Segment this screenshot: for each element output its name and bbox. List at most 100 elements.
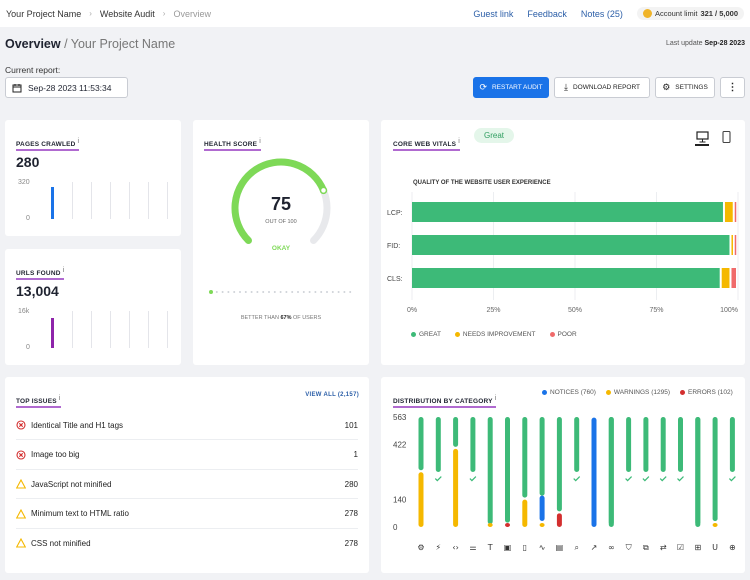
distribution-column-bar xyxy=(695,417,701,527)
guest-link[interactable]: Guest link xyxy=(473,8,514,19)
redirect-icon[interactable]: ⇄ xyxy=(660,543,667,552)
pages-crawled-gridline xyxy=(148,182,149,219)
mobile-icon[interactable]: ▯ xyxy=(523,543,527,552)
chevron-right-icon: › xyxy=(162,9,166,18)
urls-found-gridline xyxy=(72,311,73,348)
distribution-y-tick: 422 xyxy=(393,441,407,450)
cwv-category-label: FID: xyxy=(387,243,400,250)
issue-label-wrap: Identical Title and H1 tags xyxy=(16,420,123,430)
cwv-legend: GREAT NEEDS IMPROVEMENT POOR xyxy=(411,331,577,338)
distribution-column-segment xyxy=(505,523,510,527)
download-report-button[interactable]: ⤓ DOWNLOAD REPORT xyxy=(554,77,650,98)
speed-icon[interactable]: ⚡ xyxy=(435,543,441,552)
distribution-dot xyxy=(291,291,294,293)
code-icon[interactable]: ‹› xyxy=(452,543,458,552)
health-score-title: HEALTH SCORE i xyxy=(204,138,261,151)
urls-found-value: 13,004 xyxy=(16,283,59,299)
account-limit-badge[interactable]: Account limit 321 / 5,000 xyxy=(636,7,744,20)
chevron-right-icon: › xyxy=(89,9,92,18)
top-issues-title: TOP ISSUES i xyxy=(16,395,61,408)
issue-row[interactable]: JavaScript not minified 280 xyxy=(16,472,358,496)
current-report-label: Current report: xyxy=(5,65,61,75)
globe-icon[interactable]: ⊕ xyxy=(729,543,736,552)
urls-found-chart xyxy=(43,311,168,348)
account-limit-label: Account limit xyxy=(654,9,698,18)
document-icon[interactable]: ▤ xyxy=(556,543,564,552)
breadcrumb-project[interactable]: Your Project Name xyxy=(6,8,82,19)
legend-warnings: WARNINGS (1295) xyxy=(605,389,670,396)
distribution-column-bar xyxy=(418,417,424,471)
link-icon[interactable]: ∞ xyxy=(608,543,615,552)
report-date-select[interactable]: Sep-28 2023 11:53:34 xyxy=(5,77,128,98)
more-menu-button[interactable]: ⋮ xyxy=(720,77,745,98)
distribution-dot xyxy=(279,291,282,293)
distribution-column-bar xyxy=(574,417,580,472)
cwv-x-tick: 100% xyxy=(720,307,738,314)
notes-link[interactable]: Notes (25) xyxy=(580,8,623,19)
distribution-dot xyxy=(343,291,346,293)
more-vertical-icon: ⋮ xyxy=(727,82,738,93)
issue-count: 278 xyxy=(344,509,358,518)
breadcrumb-audit[interactable]: Website Audit xyxy=(99,8,155,19)
restart-audit-button[interactable]: ⟳ RESTART AUDIT xyxy=(473,77,549,98)
sitemap-icon[interactable]: ⚙ xyxy=(417,543,424,552)
issue-label: Identical Title and H1 tags xyxy=(31,420,124,430)
issue-divider xyxy=(16,468,358,470)
distribution-y-tick: 140 xyxy=(393,496,407,505)
desktop-icon[interactable] xyxy=(696,131,709,143)
cwv-bar-segment xyxy=(731,268,736,288)
issue-row[interactable]: Minimum text to HTML ratio 278 xyxy=(16,502,358,526)
account-limit-value: 321 / 5,000 xyxy=(700,9,738,18)
issue-count: 101 xyxy=(344,420,358,430)
legend-great: GREAT xyxy=(411,331,441,338)
legend-errors: ERRORS (102) xyxy=(679,389,733,396)
issue-row[interactable]: CSS not minified 278 xyxy=(16,531,358,555)
distribution-column-bar xyxy=(626,417,632,472)
top-bar: Your Project Name › Website Audit › Over… xyxy=(0,0,750,27)
view-all-issues-link[interactable]: VIEW ALL (2,157) xyxy=(305,392,359,398)
image-icon[interactable]: ▣ xyxy=(504,543,512,552)
distribution-dot xyxy=(326,291,328,293)
settings-sliders-icon[interactable]: ⚌ xyxy=(469,543,476,552)
mobile-icon[interactable] xyxy=(722,131,731,143)
error-icon xyxy=(16,420,26,430)
settings-button[interactable]: ⚙ SETTINGS xyxy=(655,77,715,98)
urls-found-gridline xyxy=(110,311,111,348)
feedback-link[interactable]: Feedback xyxy=(527,8,567,19)
urls-found-axis-top: 16k xyxy=(18,308,30,315)
check-icon xyxy=(728,476,736,482)
search-icon[interactable]: ⌕ xyxy=(574,543,578,552)
copy-icon[interactable]: ⧉ xyxy=(643,543,649,552)
distribution-column-segment xyxy=(539,495,545,521)
health-status: OKAY xyxy=(271,245,291,252)
health-score-card: HEALTH SCORE i 75 OUT OF 100 OKAY BETTER … xyxy=(193,120,369,365)
issue-row[interactable]: Image too big 1 xyxy=(16,443,358,467)
download-report-label: DOWNLOAD REPORT xyxy=(572,84,641,91)
cwv-bar-segment xyxy=(412,235,730,255)
shield-icon[interactable]: ⛉ xyxy=(626,543,632,552)
distribution-dot xyxy=(285,291,288,293)
gear-icon: ⚙ xyxy=(662,82,671,92)
distribution-legend: NOTICES (760) WARNINGS (1295) ERRORS (10… xyxy=(542,389,733,396)
check-icon xyxy=(625,476,633,482)
issue-count: 280 xyxy=(344,479,358,489)
distribution-dot xyxy=(273,291,276,293)
distribution-dot xyxy=(221,291,224,293)
underline-icon[interactable]: U xyxy=(712,543,718,552)
distribution-dot xyxy=(320,291,323,293)
issue-row[interactable]: Identical Title and H1 tags 101 xyxy=(16,413,358,437)
pages-crawled-gridline xyxy=(129,182,130,219)
distribution-dot xyxy=(337,291,340,293)
check-icon xyxy=(434,476,442,482)
text-icon[interactable]: T xyxy=(487,543,493,552)
pulse-icon[interactable]: ∿ xyxy=(539,543,546,552)
issue-count: 1 xyxy=(353,450,358,459)
distribution-dot xyxy=(331,291,334,293)
external-link-icon[interactable]: ↗ xyxy=(591,543,598,552)
pages-crawled-value: 280 xyxy=(16,154,40,170)
distribution-column-bar xyxy=(660,417,666,472)
distribution-column-bar xyxy=(522,417,528,498)
hierarchy-icon[interactable]: ⊞ xyxy=(694,543,701,552)
distribution-column-bar xyxy=(729,417,735,472)
checklist-icon[interactable]: ☑ xyxy=(677,543,684,552)
